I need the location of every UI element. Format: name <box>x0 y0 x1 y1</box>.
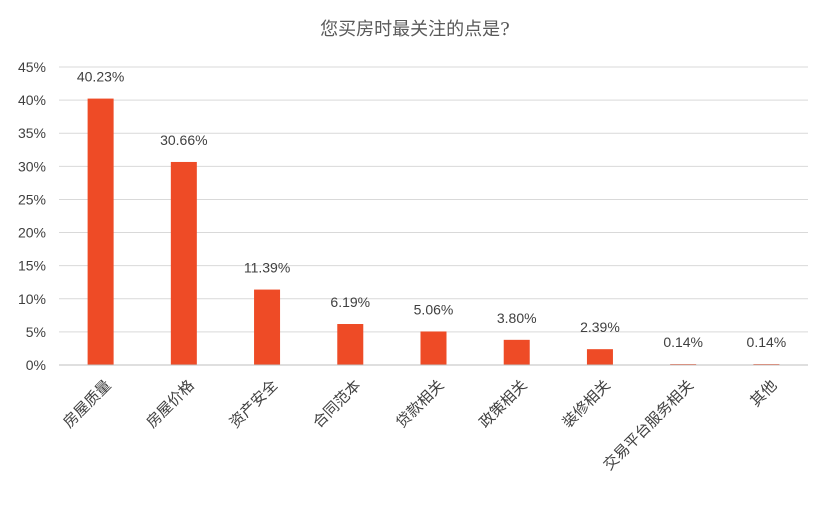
category-label: 其他 <box>746 376 780 410</box>
data-labels: 40.23% 30.66% 11.39% 6.19% 5.06% 3.80% 2.39% 0.… <box>77 69 786 350</box>
data-label: 40.23% <box>77 69 124 85</box>
y-axis-tick-labels: 0% 5% 10% 15% 20% 25% 30% 35% 40% 45% <box>18 59 46 373</box>
data-label: 5.06% <box>414 301 454 317</box>
bar <box>254 289 281 365</box>
data-label: 30.66% <box>160 132 207 148</box>
y-tick-label: 45% <box>18 59 46 75</box>
y-tick-label: 25% <box>18 191 46 207</box>
y-tick-label: 0% <box>26 357 46 373</box>
data-label: 0.14% <box>663 334 703 350</box>
y-tick-label: 20% <box>18 225 46 241</box>
category-label: 贷款相关 <box>392 376 447 431</box>
data-label: 2.39% <box>580 319 620 335</box>
y-tick-label: 10% <box>18 291 46 307</box>
bar <box>170 161 197 365</box>
bar <box>420 331 447 365</box>
y-tick-label: 5% <box>26 324 46 340</box>
y-tick-label: 30% <box>18 158 46 174</box>
bar <box>337 324 364 365</box>
bars <box>87 98 780 366</box>
category-label: 合同范本 <box>309 376 364 431</box>
bar <box>586 349 613 365</box>
data-label: 0.14% <box>747 334 787 350</box>
category-label: 交易平台服务相关 <box>600 376 698 474</box>
category-label: 政策相关 <box>476 376 531 431</box>
data-label: 3.80% <box>497 310 537 326</box>
category-label: 装修相关 <box>559 376 614 431</box>
y-tick-label: 35% <box>18 125 46 141</box>
bar <box>503 339 530 365</box>
y-tick-label: 40% <box>18 92 46 108</box>
bar <box>87 98 114 365</box>
category-label: 房屋质量 <box>59 376 114 431</box>
data-label: 6.19% <box>330 294 370 310</box>
category-label: 资产安全 <box>226 376 281 431</box>
data-label: 11.39% <box>244 260 290 276</box>
category-label: 房屋价格 <box>143 376 198 431</box>
chart-title: 您买房时最关注的点是? <box>320 19 510 40</box>
y-tick-label: 15% <box>18 258 46 274</box>
